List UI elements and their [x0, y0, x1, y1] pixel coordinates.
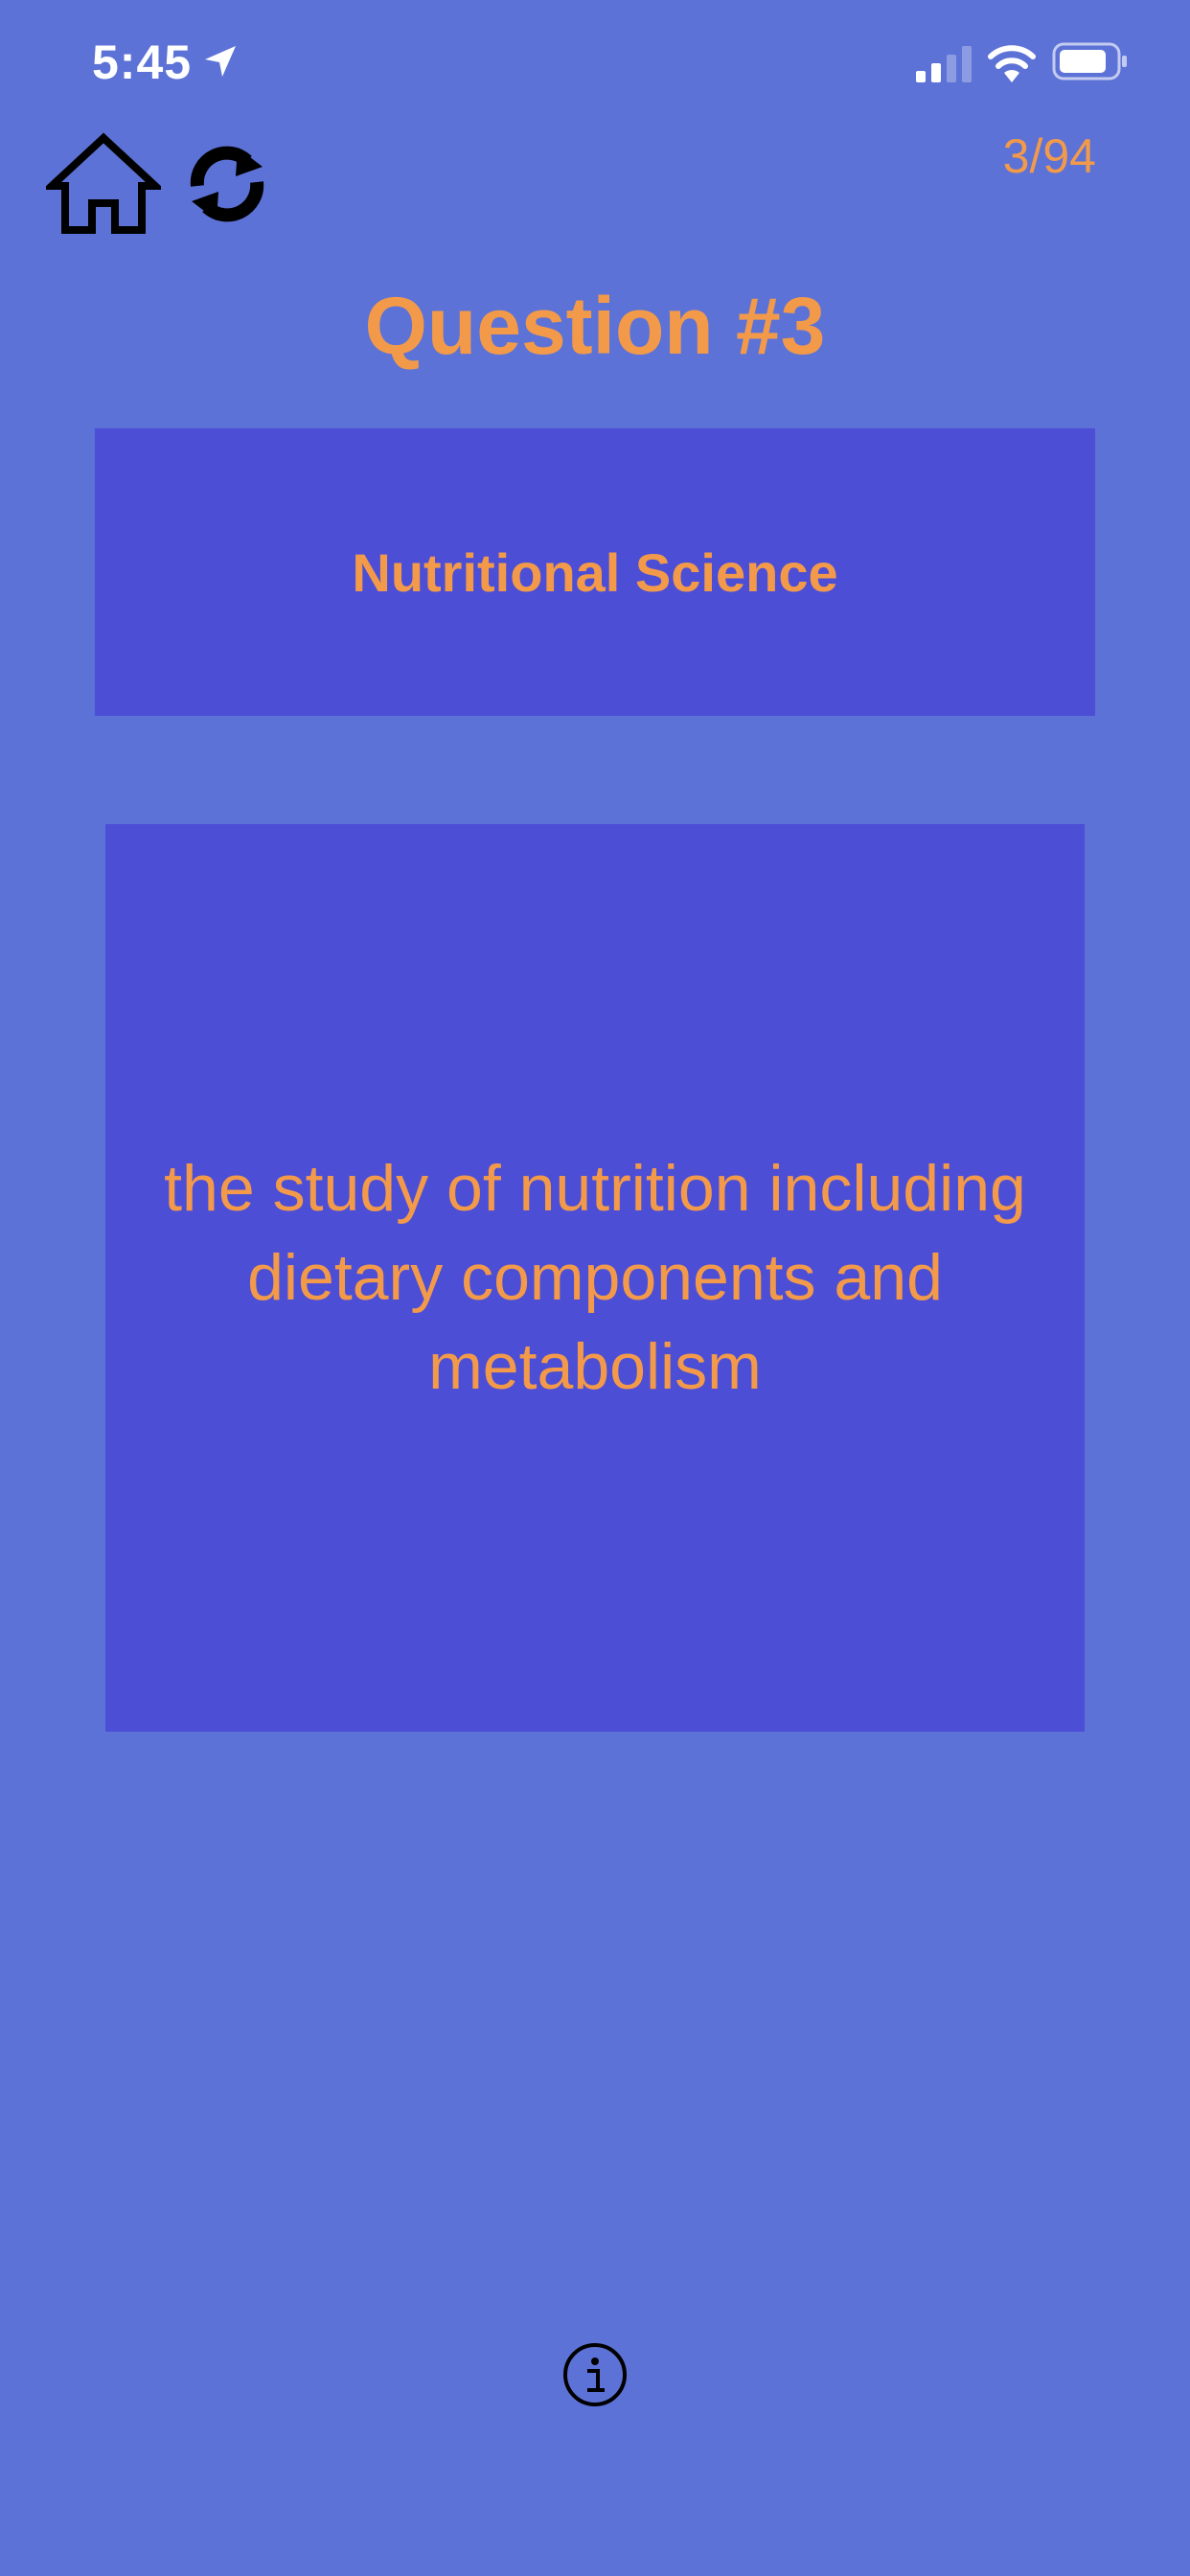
- progress-counter: 3/94: [1002, 129, 1096, 183]
- wifi-icon: [988, 45, 1036, 82]
- status-time: 5:45: [92, 35, 193, 89]
- refresh-icon[interactable]: [182, 142, 272, 226]
- info-icon[interactable]: [561, 2341, 629, 2408]
- category-card[interactable]: Nutritional Science: [95, 428, 1095, 716]
- category-label: Nutritional Science: [352, 541, 838, 603]
- definition-card[interactable]: the study of nutrition including dietary…: [105, 824, 1085, 1732]
- cellular-signal-icon: [916, 46, 972, 82]
- definition-text: the study of nutrition including dietary…: [164, 1152, 1026, 1403]
- battery-icon: [1052, 42, 1127, 80]
- home-icon[interactable]: [46, 132, 161, 236]
- location-arrow-icon: [205, 46, 236, 77]
- status-bar: 5:45: [0, 0, 1190, 130]
- question-title: Question #3: [364, 281, 826, 371]
